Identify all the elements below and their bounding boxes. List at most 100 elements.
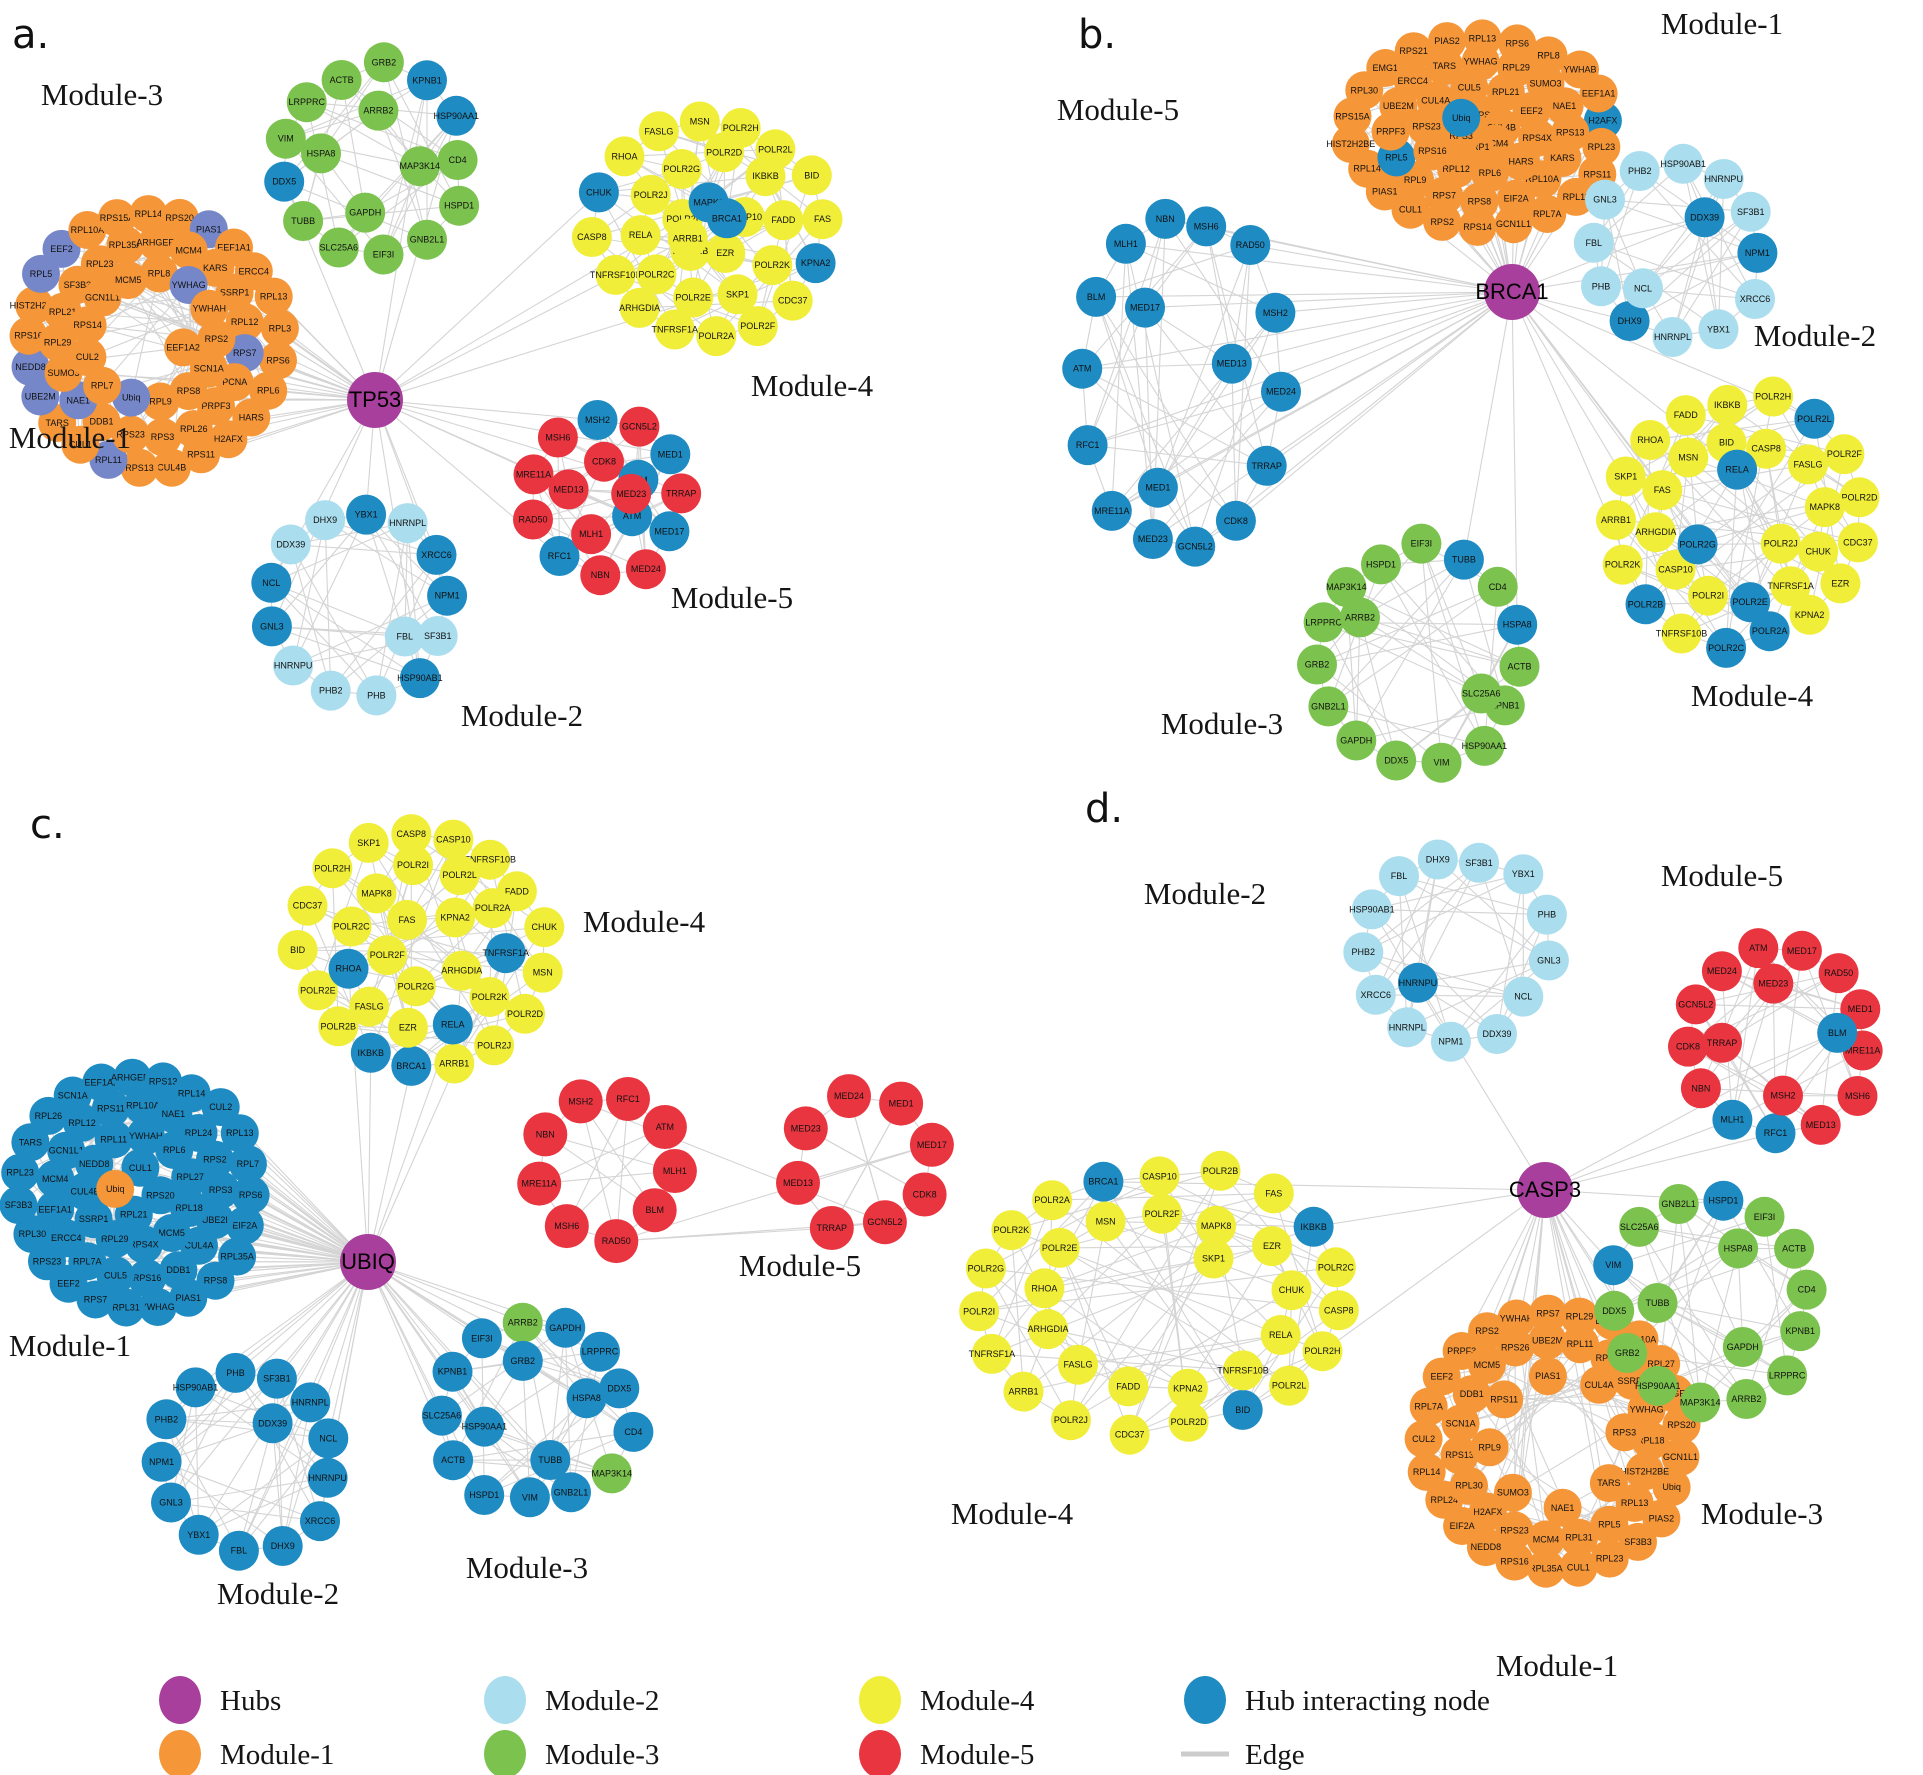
node-ARRB1 xyxy=(667,218,708,259)
edge xyxy=(101,284,190,387)
edge xyxy=(320,152,460,207)
edge xyxy=(198,1261,369,1536)
node-CUL4B xyxy=(152,448,191,487)
edge xyxy=(1187,1245,1273,1389)
legend-swatch-module4 xyxy=(859,1676,901,1724)
node-FADD xyxy=(1108,1366,1149,1407)
node-RPS20 xyxy=(160,198,199,237)
edge xyxy=(1763,1216,1788,1376)
node-POLR2A xyxy=(1032,1180,1073,1221)
node-CHUK xyxy=(1271,1270,1312,1311)
edge xyxy=(1044,1287,1189,1390)
edge xyxy=(1420,543,1482,694)
edge xyxy=(290,543,437,556)
legend-swatch-module2 xyxy=(484,1676,526,1724)
module-label: Module-2 xyxy=(461,698,583,733)
legend-swatch-interact xyxy=(1184,1676,1226,1724)
edge xyxy=(327,1261,369,1439)
node-DHX9 xyxy=(1609,301,1650,341)
module-label: Module-3 xyxy=(466,1550,588,1585)
node-EZR xyxy=(1252,1226,1292,1267)
node-POLR2F xyxy=(1824,434,1865,475)
edge xyxy=(1613,1216,1765,1266)
node-BLM xyxy=(1817,1012,1858,1053)
node-POLR2G xyxy=(395,966,436,1007)
node-CD4 xyxy=(1786,1269,1827,1310)
node-HSP90AA1 xyxy=(1464,725,1505,766)
edge xyxy=(1496,914,1548,1035)
node-GNB2L1 xyxy=(1308,686,1349,727)
node-CDC37 xyxy=(1837,522,1878,563)
node-POLR2C xyxy=(1315,1247,1356,1288)
node-BRCA1 xyxy=(706,198,747,239)
node-DDB1 xyxy=(1452,1375,1491,1414)
edge xyxy=(1782,950,1803,1096)
node-MED1 xyxy=(650,434,691,475)
node-SF3B1 xyxy=(1730,191,1771,232)
node-POLR2F xyxy=(737,306,778,347)
edge xyxy=(1077,1334,1281,1366)
node-RPS6 xyxy=(259,341,297,380)
panel-letter: a. xyxy=(12,12,49,58)
node-ARRB2 xyxy=(1340,597,1380,638)
node-RHOA xyxy=(604,136,645,177)
edge xyxy=(1095,296,1237,522)
node-HNRNPL xyxy=(1387,1007,1428,1048)
node-CUL2 xyxy=(1404,1420,1443,1458)
node-ATM xyxy=(1062,348,1103,389)
node-RPS3 xyxy=(1605,1413,1644,1452)
node-YBX1 xyxy=(1698,309,1739,350)
edge xyxy=(270,582,377,696)
edge xyxy=(1157,363,1233,488)
edge xyxy=(271,582,421,679)
node-ATM xyxy=(1738,928,1779,969)
edge xyxy=(598,191,738,295)
edge xyxy=(365,514,439,637)
node-NPM1 xyxy=(1737,232,1778,273)
node-Ubiq xyxy=(1442,98,1481,137)
node-HSPD1 xyxy=(1703,1180,1744,1221)
edge xyxy=(1511,291,1518,625)
edge xyxy=(1398,875,1550,961)
node-RAD50 xyxy=(1818,953,1859,994)
edge xyxy=(1087,391,1282,446)
panel-letter: c. xyxy=(30,802,65,848)
node-NCL xyxy=(308,1418,349,1459)
node-FADD xyxy=(1665,395,1706,436)
edge xyxy=(1087,291,1513,446)
node-ACTB xyxy=(433,1440,474,1481)
hub-label: CASP3 xyxy=(1509,1177,1581,1202)
node-RHOA xyxy=(1630,420,1671,460)
node-POLR2H xyxy=(1753,376,1794,417)
node-CD4 xyxy=(613,1411,654,1452)
node-DHX9 xyxy=(1417,839,1458,880)
edge xyxy=(1157,312,1276,489)
node-RPS21 xyxy=(1394,32,1433,71)
node-PHB2 xyxy=(146,1399,187,1440)
edge xyxy=(292,595,448,667)
edge xyxy=(1125,243,1513,293)
node-GAPDH xyxy=(1722,1327,1763,1367)
node-MAP3K14 xyxy=(1326,567,1367,607)
node-MSN xyxy=(1668,437,1709,478)
node-HNRNPU xyxy=(307,1457,348,1498)
node-RPL9 xyxy=(1470,1428,1509,1467)
node-RFC1 xyxy=(606,1077,650,1121)
node-RPS3 xyxy=(201,1170,240,1209)
edge xyxy=(1700,1032,1838,1089)
node-KPNA2 xyxy=(795,243,836,284)
node-YWHAH xyxy=(1497,1299,1536,1338)
node-HIST2H2BE xyxy=(1625,1452,1664,1491)
edge xyxy=(1127,1258,1214,1387)
legend-swatch-module5 xyxy=(859,1730,901,1775)
node-GNL3 xyxy=(151,1482,191,1523)
edge xyxy=(1736,469,1792,587)
node-SLC25A6 xyxy=(1619,1206,1660,1247)
node-MED1 xyxy=(879,1081,924,1126)
node-YWHAG xyxy=(138,1288,177,1326)
edge xyxy=(1657,1200,1724,1304)
edge xyxy=(1678,1203,1744,1348)
edge xyxy=(283,61,385,182)
node-GCN5L2 xyxy=(862,1200,907,1245)
node-FASLG xyxy=(638,111,679,152)
